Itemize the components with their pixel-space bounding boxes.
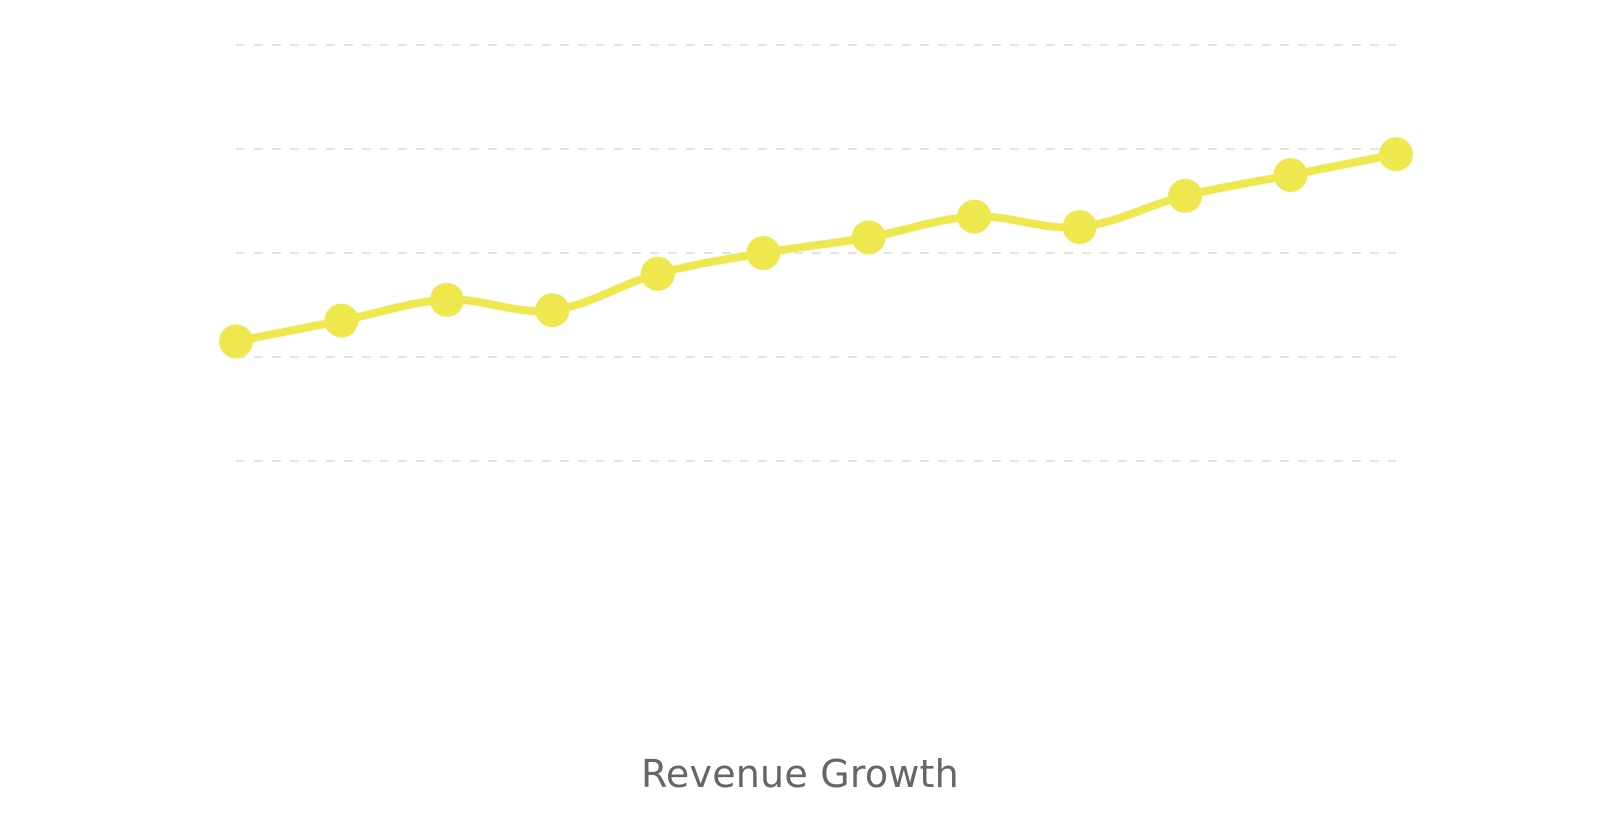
data-point[interactable] [1379, 137, 1413, 172]
data-point[interactable] [746, 236, 781, 270]
data-point[interactable] [429, 282, 464, 317]
data-point[interactable] [640, 256, 675, 291]
data-point[interactable] [851, 220, 886, 255]
series-line [232, 150, 1400, 346]
chart-title: Revenue Growth [641, 752, 959, 796]
data-point[interactable] [535, 293, 570, 328]
data-point[interactable] [219, 324, 253, 359]
data-point[interactable] [1062, 210, 1097, 244]
data-points [219, 137, 1413, 359]
data-point[interactable] [1273, 158, 1308, 192]
data-point[interactable] [957, 199, 992, 234]
grid-lines [236, 44, 1396, 462]
data-point[interactable] [1168, 178, 1203, 213]
data-point[interactable] [324, 303, 359, 338]
